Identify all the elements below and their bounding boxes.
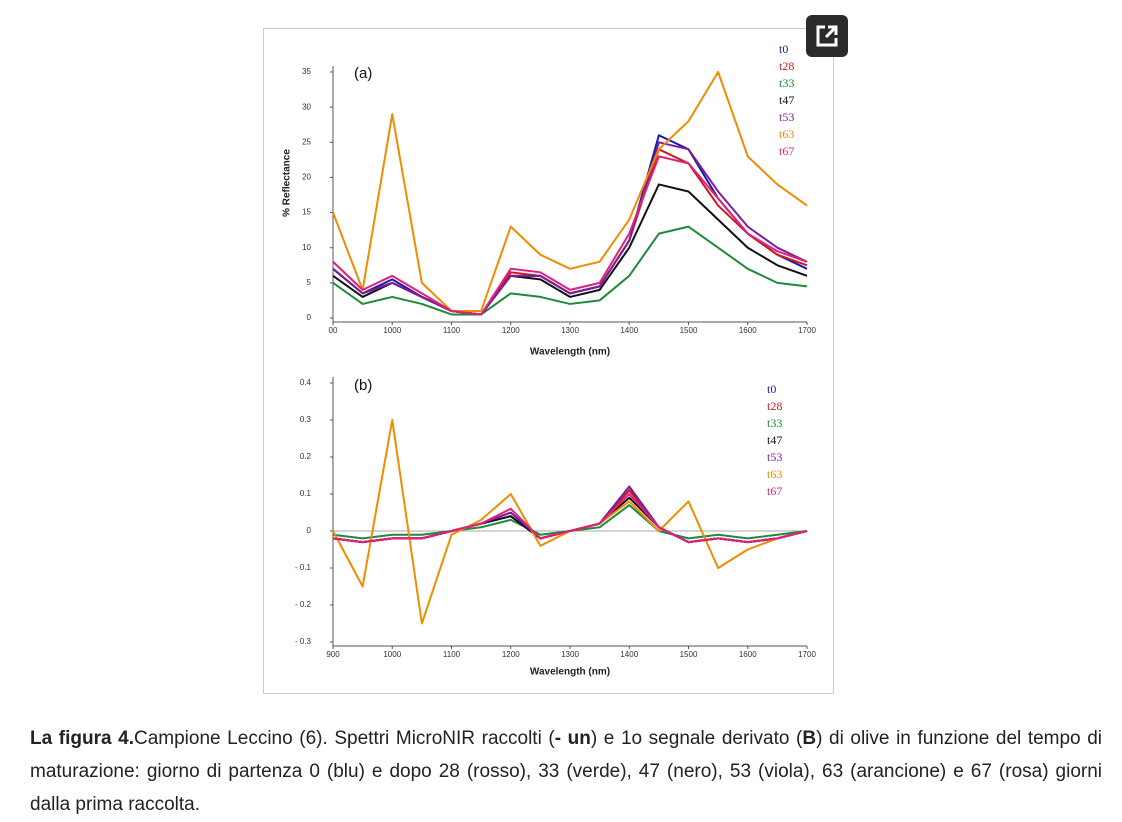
x-tick-label: 1200 xyxy=(502,650,520,659)
y-tick-label: 15 xyxy=(302,208,311,217)
legend-entry: t63 xyxy=(767,467,782,481)
legend-entry: t33 xyxy=(767,416,782,430)
x-tick-label: 1400 xyxy=(620,650,638,659)
expand-button[interactable] xyxy=(806,15,848,57)
x-tick-label: 1300 xyxy=(561,326,579,335)
figure-frame xyxy=(263,28,834,694)
y-tick-label: 10 xyxy=(302,243,311,252)
caption-text: Campione Leccino (6). Spettri MicroNIR r… xyxy=(133,728,555,749)
caption-label: La figura 4. xyxy=(30,728,134,749)
expand-icon xyxy=(816,25,838,47)
x-tick-label: 1300 xyxy=(561,650,579,659)
x-tick-label: 1600 xyxy=(739,326,757,335)
x-tick-label: 1000 xyxy=(383,650,401,659)
x-axis-label: Wavelength (nm) xyxy=(530,347,610,358)
legend-entry: t67 xyxy=(779,144,794,158)
legend-entry: t0 xyxy=(767,382,776,396)
x-tick-label: 1000 xyxy=(383,326,401,335)
x-tick-label: 1200 xyxy=(502,326,520,335)
x-tick-label: 1100 xyxy=(443,650,461,659)
y-tick-label: 30 xyxy=(302,102,311,111)
x-tick-label: 1500 xyxy=(680,326,698,335)
x-axis-label: Wavelength (nm) xyxy=(530,667,610,678)
y-tick-label: 5 xyxy=(307,278,312,287)
x-tick-label: 1700 xyxy=(798,650,816,659)
y-tick-label: - 0.1 xyxy=(295,563,312,572)
y-axis-label: % Reflectance xyxy=(282,149,293,217)
x-tick-label: 1100 xyxy=(443,326,461,335)
legend-entry: t33 xyxy=(779,76,794,90)
x-tick-label: 1700 xyxy=(798,326,816,335)
y-tick-label: 0.2 xyxy=(300,452,312,461)
y-tick-label: - 0.3 xyxy=(295,637,312,646)
spectrum-line xyxy=(332,493,808,544)
legend-entry: t53 xyxy=(779,110,794,124)
legend-entry: t47 xyxy=(767,433,782,447)
x-tick-label: 00 xyxy=(329,326,338,335)
y-tick-label: - 0.2 xyxy=(295,600,312,609)
y-tick-label: 25 xyxy=(302,137,311,146)
legend-entry: t28 xyxy=(779,59,794,73)
y-tick-label: 0.3 xyxy=(300,415,312,424)
figure: 0 5 10 15 20 25 30 35 00 1000 1100 1200 1300 1400 1500… xyxy=(263,28,834,694)
caption-text: ) e 1o segnale derivato ( xyxy=(590,728,803,749)
caption: La figura 4.Campione Leccino (6). Spettr… xyxy=(30,722,1102,821)
spectrum-line xyxy=(332,71,808,312)
caption-bold: B xyxy=(802,728,817,749)
legend-entry: t47 xyxy=(779,93,794,107)
x-tick-label: 900 xyxy=(326,650,340,659)
spectrum-line xyxy=(332,225,808,316)
caption-bold: - un xyxy=(554,728,591,749)
panel-label: (b) xyxy=(354,377,372,394)
legend-entry: t28 xyxy=(767,399,782,413)
legend-entry: t67 xyxy=(767,484,782,498)
x-tick-label: 1500 xyxy=(680,650,698,659)
legend-entry: t63 xyxy=(779,127,794,141)
x-tick-label: 1600 xyxy=(739,650,757,659)
spectrum-line xyxy=(332,141,808,316)
legend-entry: t53 xyxy=(767,450,782,464)
spectrum-line xyxy=(332,155,808,316)
y-tick-label: 0 xyxy=(307,313,312,322)
legend-entry: t0 xyxy=(779,42,788,56)
caption-text: ) di olive in funzione del tempo di matu… xyxy=(30,728,1103,815)
y-tick-label: 0.1 xyxy=(300,489,312,498)
y-tick-label: 0 xyxy=(307,526,312,535)
x-tick-label: 1400 xyxy=(620,326,638,335)
y-tick-label: 20 xyxy=(302,173,311,182)
panel-label: (a) xyxy=(354,65,372,82)
y-tick-label: 0.4 xyxy=(300,378,312,387)
y-tick-label: 35 xyxy=(302,67,311,76)
